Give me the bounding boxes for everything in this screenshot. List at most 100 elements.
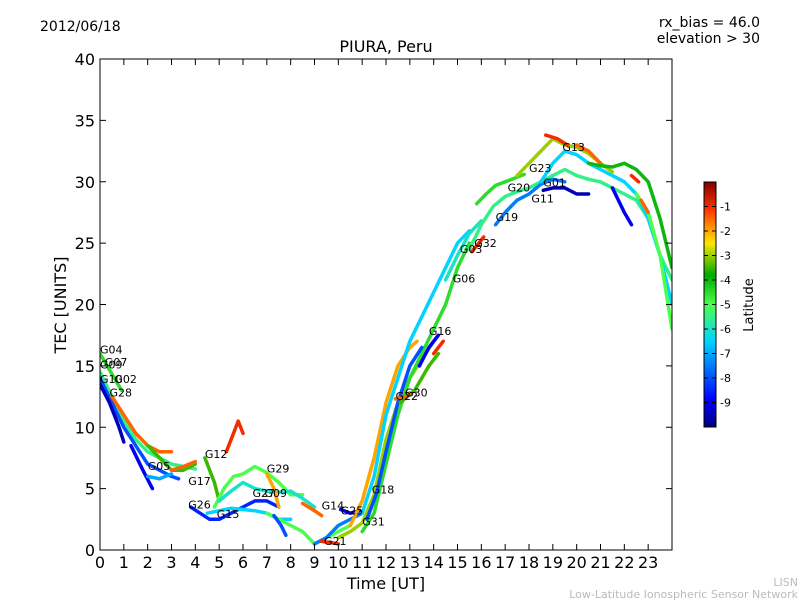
x-tick-label: 19 <box>543 553 563 572</box>
x-tick-label: 0 <box>95 553 105 572</box>
tec-track-3 <box>110 394 174 454</box>
x-tick-label: 13 <box>400 553 420 572</box>
axis-ticks: 0 1 2 3 4 5 6 7 8 9 10 11 12 13 14 15 16 17 18 19 20 21 22 2305… <box>75 50 672 572</box>
satellite-label: G30 <box>405 387 428 400</box>
colorbar-tick-label: -1 <box>720 201 731 214</box>
satellite-label: G27 <box>253 487 276 500</box>
colorbar-tick-label: -3 <box>720 250 731 263</box>
satellite-label: G32 <box>474 237 497 250</box>
tec-track-43 <box>639 198 650 215</box>
tec-track-34 <box>541 186 591 196</box>
satellite-label: G07 <box>105 356 128 369</box>
colorbar-label: Latitude <box>742 278 757 332</box>
tec-track-29 <box>443 219 484 282</box>
tec-track-33 <box>493 177 567 227</box>
y-tick-label: 30 <box>75 173 95 192</box>
tec-track-25 <box>417 333 441 368</box>
colorbar-tick-label: -2 <box>720 225 731 238</box>
y-tick-label: 40 <box>75 50 95 69</box>
satellite-label: G05 <box>148 460 171 473</box>
tec-track-22 <box>360 229 472 515</box>
x-tick-label: 21 <box>590 553 610 572</box>
colorbar-tick-label: -7 <box>720 348 731 361</box>
tec-track-7 <box>203 456 221 503</box>
satellite-label: G04 <box>100 344 123 357</box>
tec-track-32 <box>467 167 672 282</box>
colorbar-ticks: -1 -2 -3 -4 -5 -6 -7 -8 -9 <box>704 201 731 410</box>
x-tick-label: 17 <box>495 553 515 572</box>
x-tick-label: 11 <box>352 553 372 572</box>
tec-track-12 <box>217 480 317 509</box>
x-tick-label: 7 <box>262 553 272 572</box>
satellite-labels: G04G09G07G02G10G28G05G12G17G26G15G29G27G… <box>100 141 585 548</box>
satellite-label: G15 <box>217 508 240 521</box>
y-tick-label: 15 <box>75 357 95 376</box>
satellite-label: G31 <box>362 516 385 529</box>
x-tick-label: 12 <box>376 553 396 572</box>
satellite-label: G11 <box>531 193 554 206</box>
footer-network: Low-Latitude Ionospheric Sensor Network <box>569 588 798 600</box>
x-tick-label: 9 <box>309 553 319 572</box>
satellite-label: G09 <box>100 358 123 371</box>
satellite-label: G29 <box>267 463 290 476</box>
rx-bias-label: rx_bias = 46.0 <box>659 15 760 31</box>
x-tick-label: 8 <box>286 553 296 572</box>
tec-track-24 <box>365 345 424 522</box>
satellite-label: G20 <box>508 182 531 195</box>
tec-track-30 <box>470 235 486 254</box>
tec-track-35 <box>610 186 634 227</box>
date-label: 2012/06/18 <box>40 19 121 35</box>
tec-track-6 <box>169 459 198 472</box>
x-tick-label: 15 <box>447 553 467 572</box>
tec-track-15 <box>272 513 288 538</box>
tec-track-9 <box>188 499 281 522</box>
tec-track-21 <box>348 339 419 528</box>
colorbar-tick-label: -6 <box>720 323 731 336</box>
colorbar-tick-label: -9 <box>720 397 731 410</box>
tec-track-42 <box>629 173 641 184</box>
x-tick-label: 18 <box>519 553 539 572</box>
x-tick-label: 4 <box>190 553 200 572</box>
x-tick-label: 6 <box>238 553 248 572</box>
x-tick-label: 3 <box>166 553 176 572</box>
y-tick-label: 5 <box>85 480 95 499</box>
tec-track-28 <box>431 339 445 356</box>
tec-track-27 <box>393 391 412 401</box>
y-tick-label: 20 <box>75 296 95 315</box>
x-tick-label: 23 <box>638 553 658 572</box>
footer-lisn: LISN <box>773 576 798 589</box>
plot-area <box>100 59 672 550</box>
tec-track-40 <box>586 161 672 270</box>
tec-track-8 <box>224 419 245 454</box>
tec-track-13 <box>265 472 281 509</box>
x-tick-label: 20 <box>566 553 586 572</box>
y-tick-label: 10 <box>75 418 95 437</box>
satellite-label: G21 <box>324 535 347 548</box>
satellite-label: G22 <box>396 390 419 403</box>
colorbar-tick-label: -8 <box>720 372 731 385</box>
x-tick-label: 22 <box>614 553 634 572</box>
x-axis-label: Time [UT] <box>346 574 425 593</box>
x-tick-label: 2 <box>143 553 153 572</box>
tec-track-2 <box>100 382 126 444</box>
satellite-label: G18 <box>372 484 395 497</box>
y-axis-label: TEC [UNITS] <box>51 257 70 355</box>
satellite-label: G14 <box>322 500 345 513</box>
satellite-label: G16 <box>429 325 452 338</box>
tec-track-14 <box>265 511 353 546</box>
satellite-label: G10 <box>100 373 123 386</box>
satellite-label: G23 <box>529 162 552 175</box>
tec-track-4 <box>129 443 155 491</box>
satellite-label: G17 <box>188 475 211 488</box>
satellite-label: G19 <box>496 211 519 224</box>
tec-track-44 <box>100 351 124 393</box>
satellite-label: G03 <box>460 243 483 256</box>
x-tick-label: 10 <box>328 553 348 572</box>
y-tick-label: 35 <box>75 111 95 130</box>
satellite-label: G12 <box>205 448 228 461</box>
colorbar-tick-label: -4 <box>720 274 731 287</box>
y-tick-label: 25 <box>75 234 95 253</box>
y-tick-label: 0 <box>85 541 95 560</box>
tec-track-18 <box>319 539 341 546</box>
